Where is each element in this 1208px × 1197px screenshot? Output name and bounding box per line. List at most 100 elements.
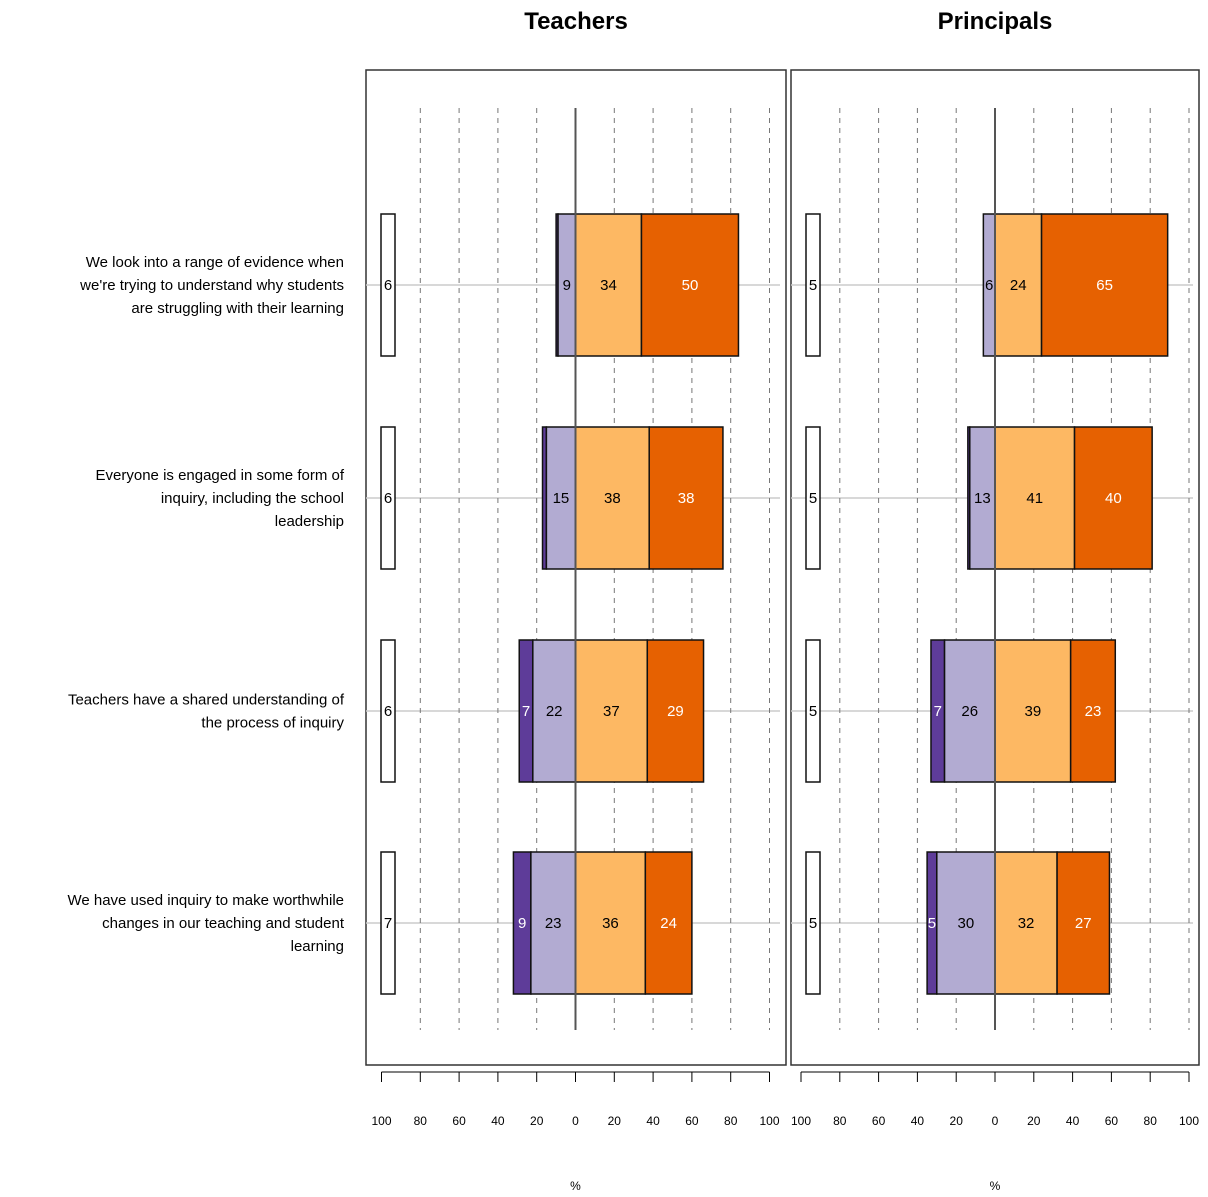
bar-segment (969, 426, 996, 570)
x-tick-label: 100 (1179, 1114, 1199, 1128)
data-label: 9 (518, 915, 526, 932)
x-tick-label: 100 (759, 1114, 779, 1128)
data-label: 36 (602, 915, 619, 932)
bar-segment-undecided (380, 426, 396, 570)
x-tick-label: 40 (1066, 1114, 1080, 1128)
data-label: 7 (384, 915, 392, 932)
data-label: 39 (1024, 703, 1041, 720)
category-label: Teachers have a shared understanding of (68, 692, 345, 709)
category-label: Everyone is engaged in some form of (96, 467, 345, 484)
data-label: 7 (934, 703, 942, 720)
bar-segment (1073, 426, 1153, 570)
category-label: learning (291, 938, 344, 955)
bar-segment-undecided (805, 426, 821, 570)
data-label: 29 (667, 703, 684, 720)
data-label: 5 (809, 703, 817, 720)
x-tick-label: 80 (833, 1114, 847, 1128)
bar-segment (644, 851, 693, 995)
data-label: 24 (660, 915, 677, 932)
data-label: 5 (928, 915, 936, 932)
x-tick-label: 20 (530, 1114, 544, 1128)
data-label: 6 (384, 490, 392, 507)
data-label: 5 (809, 490, 817, 507)
data-label: 23 (545, 915, 562, 932)
bar-segment (640, 213, 740, 357)
data-label: 37 (603, 703, 620, 720)
data-label: 7 (522, 703, 530, 720)
panel-frame (365, 69, 787, 1066)
x-tick-label: 40 (646, 1114, 660, 1128)
bar-segment (994, 426, 1076, 570)
x-tick-label: 40 (491, 1114, 505, 1128)
data-label: 65 (1096, 277, 1113, 294)
x-tick-label: 80 (1144, 1114, 1158, 1128)
x-tick-label: 60 (452, 1114, 466, 1128)
data-label: 6 (384, 703, 392, 720)
data-label: 27 (1075, 915, 1092, 932)
x-tick-label: 80 (414, 1114, 428, 1128)
data-label: 23 (1085, 703, 1102, 720)
x-axis-label: % (990, 1179, 1001, 1193)
data-label: 34 (600, 277, 617, 294)
data-label: 5 (809, 277, 817, 294)
x-tick-label: 0 (572, 1114, 579, 1128)
bar-segment-undecided (805, 851, 821, 995)
bar-segment-undecided (380, 639, 396, 783)
x-tick-label: 40 (911, 1114, 925, 1128)
x-tick-label: 60 (1105, 1114, 1119, 1128)
category-label: we're trying to understand why students (79, 277, 344, 294)
data-label: 13 (974, 490, 991, 507)
bar-segment-undecided (805, 213, 821, 357)
data-label: 15 (553, 490, 570, 507)
panel-principals: Principals 6 24 65 5 13 41 40 5 7 26 39 23 5 5 30 32 27 5 1… (790, 8, 1200, 1193)
category-label: leadership (275, 513, 344, 530)
bar-segment (1069, 639, 1117, 783)
data-label: 40 (1105, 490, 1122, 507)
x-tick-label: 60 (872, 1114, 886, 1128)
x-tick-label: 0 (992, 1114, 999, 1128)
data-label: 24 (1010, 277, 1027, 294)
bar-segment (994, 851, 1058, 995)
panel-frame (790, 69, 1200, 1066)
bar-segment (1040, 213, 1169, 357)
bar-segment (530, 851, 577, 995)
panel-title: Principals (938, 8, 1053, 35)
data-label: 30 (958, 915, 975, 932)
category-label: are struggling with their learning (131, 300, 344, 317)
bar-segment (532, 639, 577, 783)
data-label: 26 (961, 703, 978, 720)
panel-teachers: Teachers 9 34 50 6 15 38 38 6 7 22 37 29 6 9 23 36 24 7 100… (365, 8, 787, 1193)
category-label: inquiry, including the school (161, 490, 344, 507)
bar-segment (545, 426, 577, 570)
bar-segment-undecided (805, 639, 821, 783)
category-label: the process of inquiry (201, 715, 344, 732)
bar-segment-undecided (380, 851, 396, 995)
data-label: 50 (682, 277, 699, 294)
bar-segment (646, 639, 705, 783)
bar-segment-undecided (380, 213, 396, 357)
data-label: 22 (546, 703, 563, 720)
bar-segment (1056, 851, 1111, 995)
category-label: We have used inquiry to make worthwhile (67, 892, 344, 909)
x-tick-label: 100 (371, 1114, 391, 1128)
data-label: 5 (809, 915, 817, 932)
data-label: 32 (1018, 915, 1035, 932)
x-axis-label: % (570, 1179, 581, 1193)
x-tick-label: 100 (791, 1114, 811, 1128)
x-tick-label: 80 (724, 1114, 738, 1128)
bar-segment (648, 426, 724, 570)
bar-segment (936, 851, 996, 995)
data-label: 9 (563, 277, 571, 294)
bar-segment (574, 213, 643, 357)
x-tick-label: 20 (1027, 1114, 1041, 1128)
panel-title: Teachers (524, 8, 628, 35)
data-label: 6 (384, 277, 392, 294)
data-label: 38 (678, 490, 695, 507)
data-label: 38 (604, 490, 621, 507)
bar-segment (574, 426, 650, 570)
data-label: 41 (1026, 490, 1043, 507)
x-tick-label: 20 (950, 1114, 964, 1128)
x-tick-label: 20 (608, 1114, 622, 1128)
x-tick-label: 60 (685, 1114, 699, 1128)
